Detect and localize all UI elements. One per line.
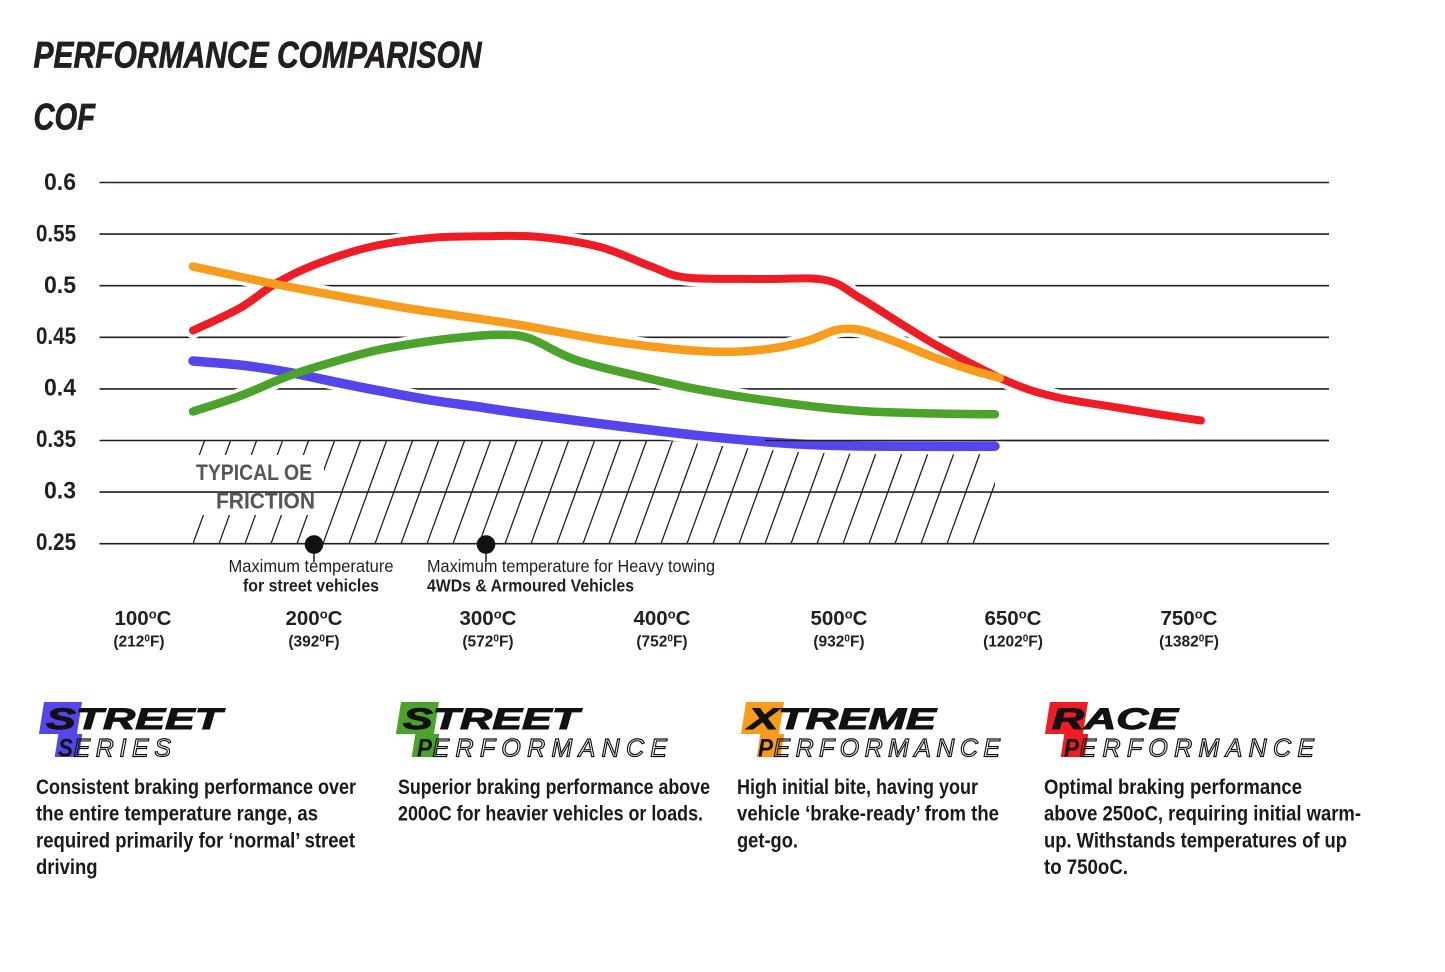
svg-text:(5720F): (5720F): [462, 634, 513, 651]
svg-text:0.5: 0.5: [44, 272, 76, 299]
svg-text:500oC: 500oC: [811, 607, 868, 631]
svg-text:up. Withstands temperatures of: up. Withstands temperatures of up: [1044, 829, 1347, 852]
svg-text:Maximum temperature for Heavy: Maximum temperature for Heavy towing: [427, 556, 715, 576]
svg-text:(2120F): (2120F): [113, 634, 164, 651]
svg-text:650oC: 650oC: [985, 607, 1042, 631]
svg-text:COF: COF: [34, 96, 96, 138]
svg-text:High initial bite, having your: High initial bite, having your: [737, 776, 978, 799]
svg-text:Consistent braking performance: Consistent braking performance over: [36, 776, 356, 799]
svg-text:0.4: 0.4: [44, 375, 77, 402]
svg-text:driving: driving: [36, 856, 98, 879]
svg-text:4WDs & Armoured Vehicles: 4WDs & Armoured Vehicles: [427, 576, 634, 596]
svg-text:FRICTION: FRICTION: [216, 489, 315, 514]
svg-text:P: P: [1064, 735, 1079, 763]
svg-text:400oC: 400oC: [634, 607, 691, 631]
svg-text:get-go.: get-go.: [737, 829, 798, 852]
svg-text:0.45: 0.45: [36, 323, 76, 350]
svg-text:RACE: RACE: [1052, 703, 1179, 736]
svg-text:above 250oC, requiring initial: above 250oC, requiring initial warm-: [1044, 803, 1361, 826]
svg-text:ERIES: ERIES: [74, 735, 172, 763]
svg-text:300oC: 300oC: [460, 607, 517, 631]
svg-text:100oC: 100oC: [115, 607, 172, 631]
svg-text:P: P: [758, 735, 773, 763]
svg-text:200oC: 200oC: [286, 607, 343, 631]
svg-text:XTREME: XTREME: [745, 703, 937, 736]
svg-text:0.3: 0.3: [44, 478, 76, 505]
svg-text:(12020F): (12020F): [983, 634, 1043, 651]
svg-text:(3920F): (3920F): [288, 634, 339, 651]
svg-text:750oC: 750oC: [1161, 607, 1218, 631]
svg-text:Maximum temperature: Maximum temperature: [229, 556, 394, 576]
svg-text:PERFORMANCE COMPARISON: PERFORMANCE COMPARISON: [34, 34, 483, 76]
svg-text:Superior braking performance a: Superior braking performance above: [398, 776, 710, 799]
svg-text:0.6: 0.6: [44, 169, 76, 196]
svg-text:0.25: 0.25: [36, 529, 76, 556]
svg-text:Optimal braking performance: Optimal braking performance: [1044, 776, 1302, 799]
svg-text:0.55: 0.55: [36, 220, 76, 247]
svg-text:STREET: STREET: [46, 703, 226, 736]
svg-text:S: S: [58, 735, 73, 763]
svg-text:to 750oC.: to 750oC.: [1044, 856, 1128, 879]
svg-text:(13820F): (13820F): [1159, 634, 1219, 651]
svg-text:vehicle ‘brake-ready’ from the: vehicle ‘brake-ready’ from the: [737, 803, 999, 826]
svg-text:0.35: 0.35: [36, 426, 76, 453]
svg-text:200oC for heavier vehicles or: 200oC for heavier vehicles or loads.: [398, 803, 703, 826]
svg-text:STREET: STREET: [403, 703, 583, 736]
svg-text:P: P: [417, 735, 432, 763]
svg-text:TYPICAL OE: TYPICAL OE: [196, 460, 312, 485]
svg-text:the entire temperature range,: the entire temperature range, as: [36, 803, 318, 826]
svg-text:(7520F): (7520F): [636, 634, 687, 651]
svg-text:for street vehicles: for street vehicles: [243, 576, 379, 596]
svg-text:required primarily for ‘normal: required primarily for ‘normal’ street: [36, 829, 355, 852]
svg-text:(9320F): (9320F): [813, 634, 864, 651]
